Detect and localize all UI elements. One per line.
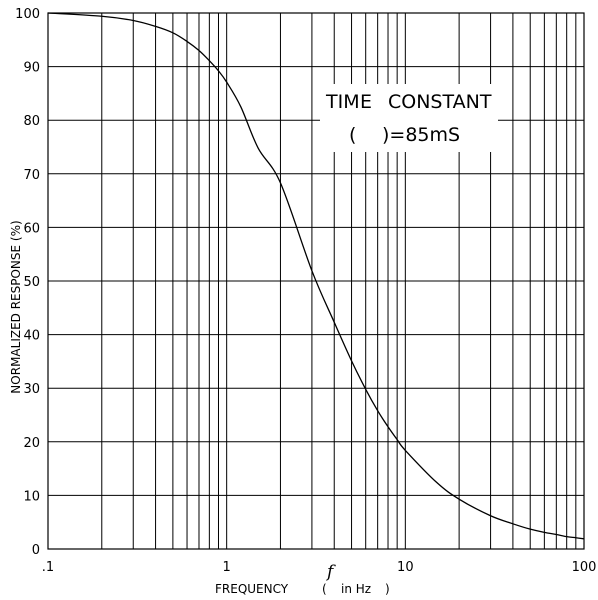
annotation-line1-left: TIM [325, 91, 360, 113]
annotation-tau-symbol: E [360, 91, 372, 113]
annotation-line1-right: CONSTANT [388, 91, 492, 113]
annotation-line2-right: )=85mS [382, 124, 460, 146]
y-tick-label: 60 [23, 221, 40, 236]
annotation-background [320, 84, 498, 152]
y-tick-label: 100 [15, 7, 40, 22]
x-axis-unit: in Hz [341, 582, 371, 596]
y-tick-label: 30 [23, 382, 40, 397]
x-axis-paren-close: ) [385, 582, 390, 596]
y-axis-label: NORMALIZED RESPONSE (%) [9, 220, 23, 393]
y-tick-labels: 0 10 20 30 40 50 60 70 80 90 100 [15, 7, 40, 558]
x-axis-paren-open: ( [322, 582, 327, 596]
x-tick-label: 10 [397, 560, 414, 575]
y-tick-label: 40 [23, 329, 40, 344]
x-axis-label: FREQUENCY [215, 582, 289, 596]
y-tick-label: 70 [23, 168, 40, 183]
y-tick-label: 50 [23, 275, 40, 290]
x-axis-symbol: f [325, 562, 336, 582]
y-tick-label: 80 [23, 114, 40, 129]
y-tick-label: 10 [23, 489, 40, 504]
y-tick-label: 20 [23, 436, 40, 451]
y-tick-label: 0 [32, 543, 40, 558]
y-tick-label: 90 [23, 61, 40, 76]
annotation-line2-left: ( [349, 124, 356, 146]
plot-frame [47, 12, 585, 550]
response-curve [47, 12, 585, 540]
x-tick-label: 100 [572, 560, 597, 575]
x-tick-label: .1 [42, 560, 54, 575]
x-tick-labels: .1 1 10 100 [42, 560, 597, 575]
x-tick-label: 1 [223, 560, 231, 575]
